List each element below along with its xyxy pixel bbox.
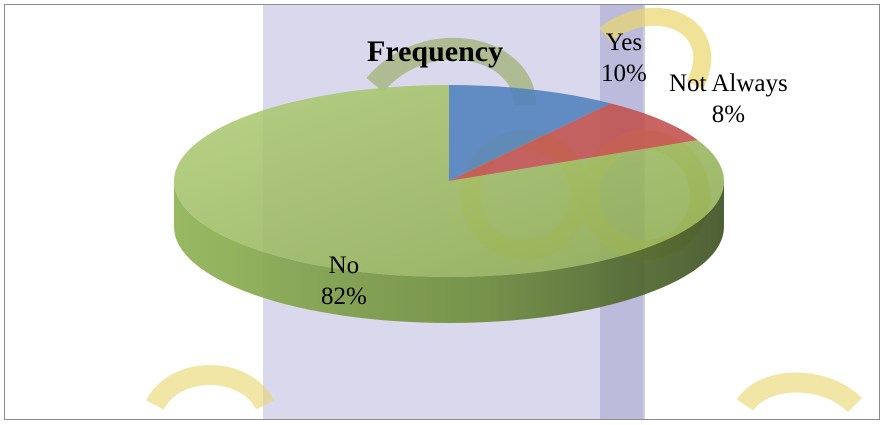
data-label-not-always-category: Not Always [669,70,788,97]
data-label-yes-value: 10% [601,60,647,87]
data-label-no: No 82% [321,250,367,312]
chart-title: Frequency [367,35,504,68]
chart-frame: Frequency Yes 10% Not Always 8% No 82% [4,4,880,420]
pie-slice-yes [449,85,611,181]
data-label-no-value: 82% [321,283,367,310]
data-label-not-always-value: 8% [711,101,746,128]
data-label-yes: Yes 10% [601,27,647,89]
pie-side-surface [174,181,724,323]
data-label-not-always: Not Always 8% [669,68,788,130]
pie-slice-not-always [449,103,698,181]
pie-chart [173,85,724,323]
pie-slice-no [173,85,724,277]
data-label-no-category: No [328,252,360,279]
data-label-yes-category: Yes [605,29,643,56]
pie-side-wall [174,181,724,323]
